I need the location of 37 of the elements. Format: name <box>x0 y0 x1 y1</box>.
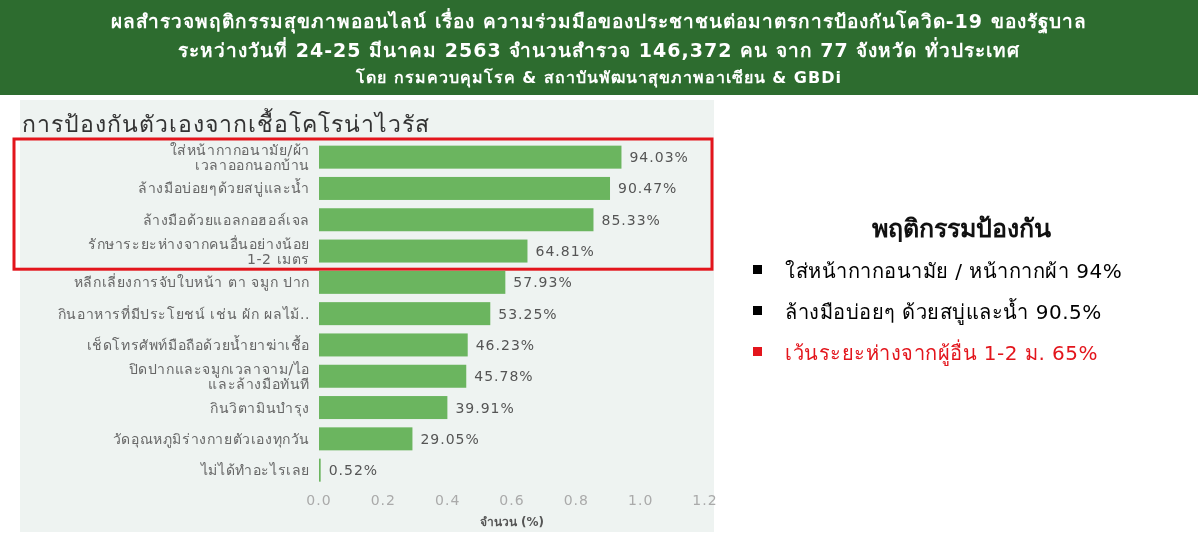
value-label: 46.23% <box>475 336 536 353</box>
annotation: เว้นระยะห่างจากผู้อื่น 1-2 ม. 65% <box>785 341 1099 365</box>
category-label: วัดอุณหภูมิร่างกายตัวเองทุกวัน <box>112 430 310 447</box>
value-label: 39.91% <box>455 399 515 416</box>
value-label: 85.33% <box>601 211 661 228</box>
category-label: ล้างมือด้วยแอลกอฮอล์เจล <box>142 211 310 228</box>
tick-label: 0.6 <box>499 492 525 508</box>
annotation: ใส่หน้ากากอนามัย / หน้ากากผ้า 94% <box>785 259 1123 283</box>
value-label: 94.03% <box>629 149 689 166</box>
category-label: รักษาระยะห่างจากคนอื่นอย่างน้อย 1-2 เมตร <box>88 235 310 267</box>
annotation: ล้างมือบ่อยๆ ด้วยสบู่และน้ำ 90.5% <box>785 300 1102 324</box>
category-label: ไม่ได้ทำอะไรเลย <box>200 462 310 479</box>
title: ผลสำรวจพฤติกรรมสุขภาพออนไลน์ เรื่อง ความร่วมมือของประชาชนต่อมาตรการป้องกันโควิด-19 ของรัฐบาล <box>111 10 1087 32</box>
category-label: เช็ดโทรศัพท์มือถือด้วยน้ำยาฆ่าเชื้อ <box>86 336 310 353</box>
value-label: 57.93% <box>513 274 573 291</box>
value-label: 0.52% <box>328 462 379 479</box>
category-label: กินอาหารที่มีประโยชน์ เช่น ผัก ผลไม้.. <box>57 305 310 322</box>
tick-label: 1.0 <box>628 492 654 508</box>
tick-label: 0.4 <box>435 492 461 508</box>
annotation: โดย กรมควบคุมโรค & สถาบันพัฒนาสุขภาพอาเซียน & GBDi <box>356 68 842 87</box>
category-label: ล้างมือบ่อยๆด้วยสบู่และน้ำ <box>138 180 310 197</box>
tick-label: 0.8 <box>563 492 589 508</box>
value-label: 64.81% <box>535 243 595 260</box>
value-label: 53.25% <box>498 305 558 322</box>
value-label: 29.05% <box>420 430 480 447</box>
tick-label: 0.2 <box>370 492 396 508</box>
category-label: หลีกเลี่ยงการจับใบหน้า ตา จมูก ปาก <box>73 274 310 291</box>
subtitle: ระหว่างวันที่ 24-25 มีนาคม 2563 จำนวนสำรวจ 146,372 คน จาก 77 จังหวัด ทั่วประเทศ <box>178 39 1020 61</box>
category-label: กินวิตามินบำรุง <box>210 399 310 416</box>
tick-label: 1.2 <box>692 492 718 508</box>
tick-label: 0.0 <box>306 492 332 508</box>
category-label: ปิดปากและจมูกเวลาจาม/ไอ และล้างมือทันที <box>128 360 310 392</box>
category-label: ใส่หน้ากากอนามัย/ผ้า เวลาออกนอกบ้าน <box>169 141 310 173</box>
value-label: 45.78% <box>474 368 534 385</box>
title: พฤติกรรมป้องกัน <box>871 214 1051 243</box>
value-label: 90.47% <box>618 180 678 197</box>
xlabel: จำนวน (%) <box>479 515 545 529</box>
